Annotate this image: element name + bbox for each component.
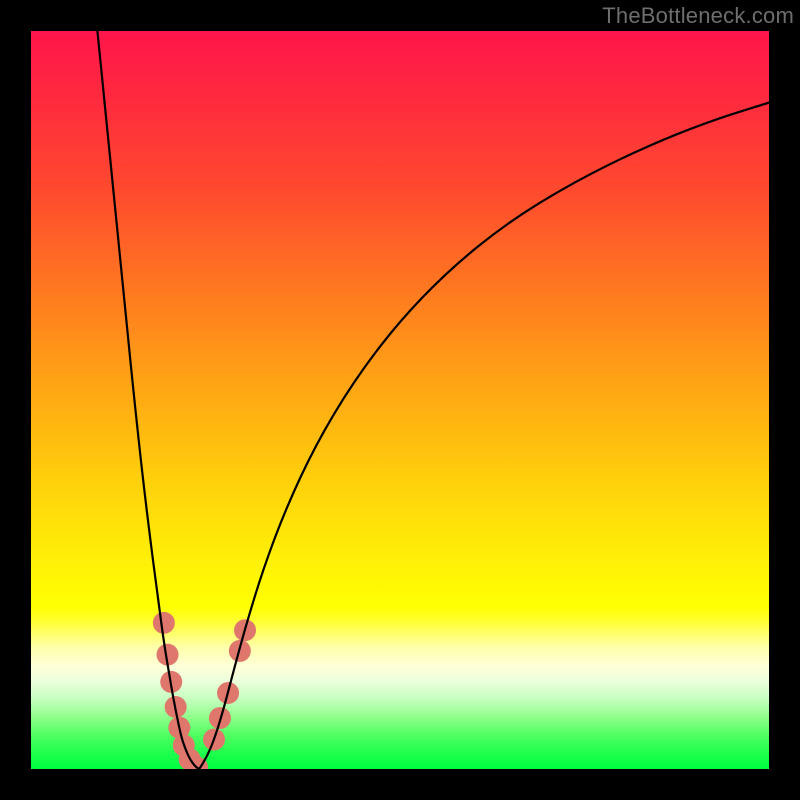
bottleneck-chart-canvas: TheBottleneck.com: [0, 0, 800, 800]
data-marker: [153, 612, 175, 634]
bottleneck-curve-left-branch: [97, 31, 199, 769]
bottleneck-curve-right-branch: [199, 103, 769, 769]
marker-group: [153, 612, 256, 779]
curve-overlay: [0, 0, 800, 800]
